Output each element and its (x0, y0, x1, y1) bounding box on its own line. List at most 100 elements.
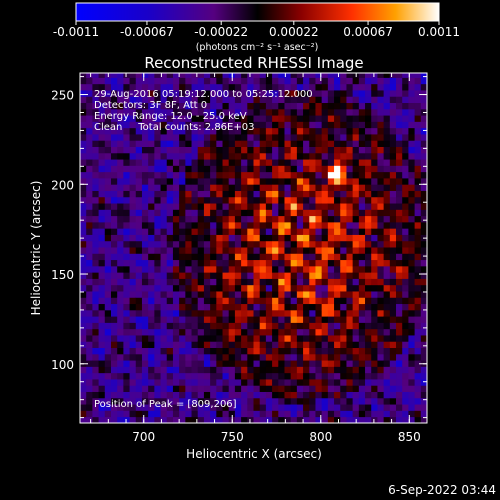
heatmap-cell (179, 328, 186, 336)
heatmap-cell (296, 209, 304, 217)
heatmap-cell (185, 115, 192, 122)
heatmap-cell (265, 404, 273, 411)
heatmap-cell (340, 152, 347, 160)
heatmap-cell (185, 171, 192, 179)
heatmap-cell (135, 190, 143, 198)
heatmap-cell (278, 297, 285, 305)
heatmap-cell (365, 341, 372, 349)
heatmap-cell (321, 379, 329, 386)
heatmap-cell (290, 234, 298, 242)
heatmap-cell (247, 190, 254, 198)
heatmap-cell (234, 297, 242, 305)
heatmap-cell (290, 272, 298, 279)
heatmap-cell (129, 221, 137, 229)
heatmap-cell (179, 353, 186, 361)
heatmap-cell (420, 203, 427, 210)
heatmap-cell (179, 309, 186, 317)
heatmap-cell (197, 108, 205, 116)
heatmap-cell (414, 309, 422, 317)
heatmap-cell (203, 259, 211, 267)
heatmap-cell (185, 272, 192, 279)
heatmap-cell (234, 209, 242, 217)
info-detectors: Detectors: 3F 8F, Att 0 (94, 100, 207, 111)
heatmap-cell (117, 108, 124, 116)
heatmap-cell (259, 108, 267, 116)
heatmap-cell (98, 203, 106, 210)
heatmap-cell (334, 96, 341, 104)
heatmap-cell (148, 360, 155, 367)
heatmap-cell (141, 196, 149, 204)
heatmap-cell (191, 228, 199, 235)
heatmap-cell (265, 178, 273, 185)
heatmap-cell (253, 115, 261, 122)
heatmap-cell (129, 228, 137, 235)
heatmap-cell (346, 259, 354, 267)
heatmap-cell (129, 341, 137, 349)
heatmap-cell (303, 165, 310, 173)
heatmap-cell (222, 335, 230, 342)
heatmap-cell (365, 221, 372, 229)
heatmap-cell (383, 353, 391, 361)
heatmap-cell (117, 221, 124, 229)
heatmap-cell (296, 316, 304, 323)
heatmap-cell (414, 316, 422, 323)
heatmap-cell (135, 297, 143, 305)
heatmap-cell (296, 309, 304, 317)
heatmap-cell (365, 203, 372, 210)
heatmap-cell (197, 272, 205, 279)
heatmap-cell (228, 309, 236, 317)
heatmap-cell (296, 291, 304, 298)
heatmap-cell (383, 215, 391, 223)
heatmap-cell (334, 328, 341, 336)
heatmap-cell (247, 165, 254, 173)
heatmap-cell (383, 190, 391, 198)
heatmap-cell (185, 209, 192, 217)
heatmap-cell (290, 347, 298, 355)
heatmap-cell (303, 372, 310, 380)
heatmap-cell (383, 228, 391, 235)
heatmap-cell (327, 247, 335, 254)
heatmap-cell (92, 96, 99, 104)
heatmap-cell (303, 397, 310, 405)
heatmap-cell (210, 83, 217, 91)
heatmap-cell (259, 328, 267, 336)
heatmap-cell (371, 140, 378, 147)
heatmap-cell (228, 234, 236, 242)
heatmap-cell (389, 115, 397, 122)
heatmap-cell (371, 209, 378, 217)
heatmap-cell (346, 209, 354, 217)
heatmap-cell (98, 134, 106, 141)
heatmap-cell (383, 96, 391, 104)
heatmap-cell (253, 278, 261, 286)
colorbar-tick-label: -0.0011 (53, 25, 99, 39)
heatmap-cell (135, 253, 143, 261)
heatmap-cell (98, 391, 106, 399)
heatmap-cell (290, 385, 298, 392)
heatmap-cell (371, 77, 378, 85)
heatmap-cell (86, 184, 93, 191)
heatmap-cell (123, 159, 130, 166)
heatmap-cell (160, 297, 168, 305)
heatmap-cell (104, 234, 112, 242)
heatmap-cell (265, 360, 273, 367)
heatmap-cell (185, 335, 192, 342)
heatmap-cell (104, 108, 112, 116)
heatmap-cell (265, 121, 273, 129)
heatmap-cell (117, 102, 124, 110)
heatmap-cell (185, 360, 192, 367)
heatmap-cell (278, 316, 285, 323)
heatmap-cell (352, 146, 360, 154)
heatmap-cell (123, 165, 130, 173)
heatmap-cell (92, 366, 99, 374)
heatmap-cell (203, 152, 211, 160)
heatmap-cell (210, 353, 217, 361)
heatmap-cell (141, 328, 149, 336)
heatmap-cell (222, 73, 230, 78)
heatmap-cell (191, 391, 199, 399)
heatmap-cell (86, 165, 93, 173)
heatmap-cell (247, 73, 254, 78)
heatmap-cell (228, 215, 236, 223)
heatmap-cell (216, 127, 223, 135)
heatmap-cell (352, 391, 360, 399)
heatmap-cell (309, 171, 316, 179)
